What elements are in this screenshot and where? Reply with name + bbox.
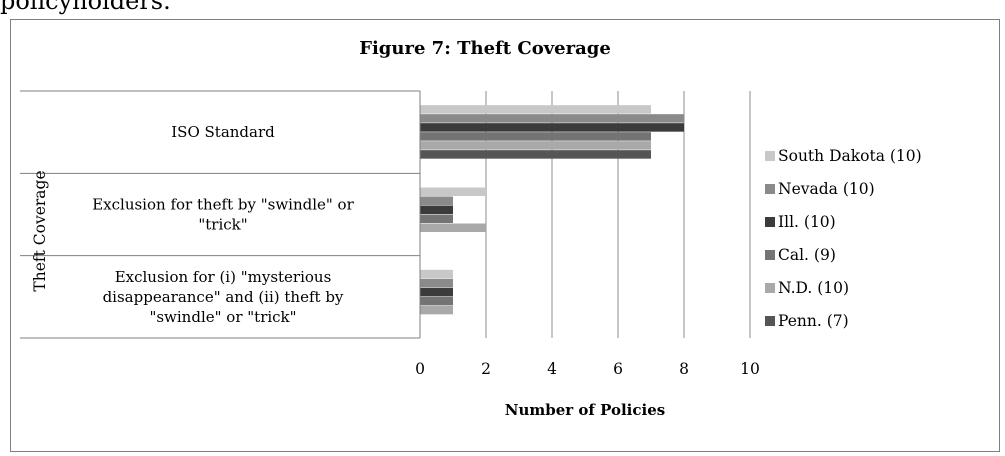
legend-swatch (765, 151, 775, 161)
category-label: "trick" (198, 216, 247, 234)
category-label: Exclusion for (i) "mysterious (115, 268, 332, 286)
legend: South Dakota (10) Nevada (10) Ill. (10) Cal… (765, 147, 922, 330)
x-tick-label: 4 (547, 360, 557, 378)
bar (420, 214, 453, 223)
x-tick-label: 8 (679, 360, 689, 378)
theft-coverage-chart: Figure 7: Theft Coverage ISO Standard Exc… (20, 38, 922, 419)
bar (420, 123, 684, 132)
plot-area (420, 105, 684, 315)
y-axis-label: Theft Coverage (31, 170, 49, 291)
legend-swatch (765, 250, 775, 260)
bar (420, 132, 651, 141)
legend-entry: N.D. (10) (778, 279, 849, 297)
bar (420, 187, 486, 196)
bar (420, 278, 453, 288)
legend-swatch (765, 316, 775, 326)
bar (420, 305, 453, 315)
legend-swatch (765, 184, 775, 194)
preceding-text-fragment: policyholders. (0, 0, 171, 15)
category-label: disappearance" and (ii) theft by (103, 288, 344, 306)
bar (420, 141, 651, 150)
category-axis: ISO Standard Exclusion for theft by "swin… (20, 90, 421, 339)
bar (420, 114, 684, 123)
legend-entry: Nevada (10) (778, 180, 875, 198)
x-tick-label: 0 (415, 360, 425, 378)
x-tick-label: 6 (613, 360, 623, 378)
bar (420, 287, 453, 297)
chart-frame: Figure 7: Theft Coverage ISO Standard Exc… (10, 19, 1000, 452)
legend-entry: Penn. (7) (778, 312, 849, 330)
legend-entry: South Dakota (10) (778, 147, 922, 165)
bar (420, 296, 453, 306)
category-label: "swindle" or "trick" (149, 308, 296, 326)
legend-entry: Cal. (9) (778, 246, 836, 264)
bar (420, 205, 453, 214)
x-tick-label: 2 (481, 360, 491, 378)
x-axis-ticks: 0 2 4 6 8 10 (415, 360, 760, 378)
x-tick-label: 10 (740, 360, 760, 378)
legend-entry: Ill. (10) (778, 213, 836, 231)
legend-swatch (765, 283, 775, 293)
bar (420, 196, 453, 205)
category-label: Exclusion for theft by "swindle" or (92, 196, 354, 214)
bar (420, 150, 651, 159)
bar (420, 223, 486, 232)
legend-swatch (765, 217, 775, 227)
category-label: ISO Standard (171, 123, 275, 141)
x-axis-label: Number of Policies (505, 401, 665, 419)
bar (420, 269, 453, 279)
chart-title: Figure 7: Theft Coverage (359, 38, 611, 59)
bar (420, 105, 651, 114)
